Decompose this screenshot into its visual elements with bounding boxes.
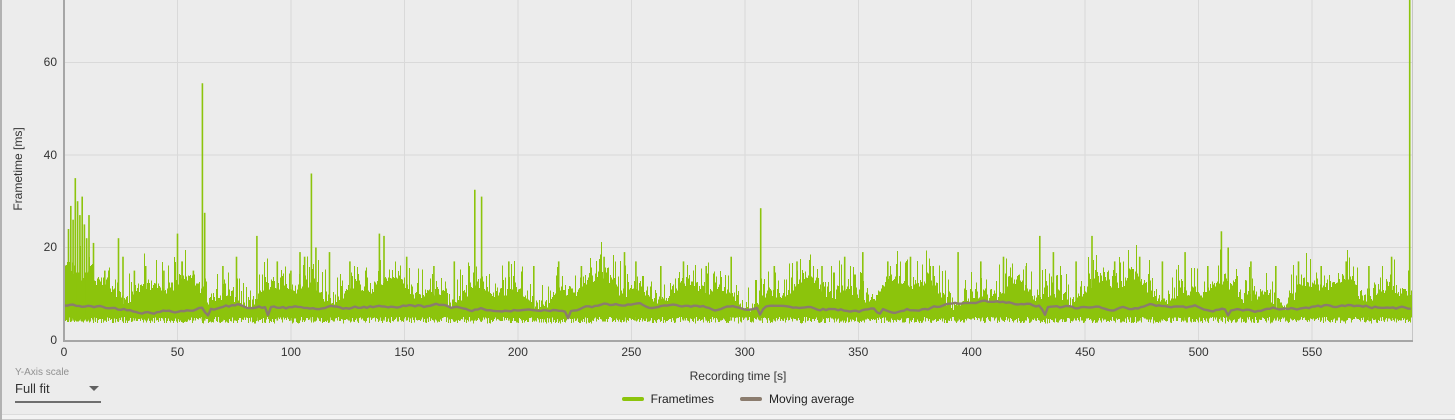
legend-item-moving-average[interactable]: Moving average bbox=[739, 392, 855, 406]
x-tick-label: 0 bbox=[60, 345, 68, 359]
y-tick-label: 60 bbox=[43, 55, 57, 70]
frametimes-legend-label: Frametimes bbox=[650, 392, 714, 406]
y-axis-title: Frametime [ms] bbox=[11, 127, 25, 211]
legend-item-frametimes[interactable]: Frametimes bbox=[621, 392, 714, 406]
chart-canvas[interactable] bbox=[64, 0, 1412, 340]
x-tick-label: 50 bbox=[170, 345, 185, 359]
x-tick-label: 450 bbox=[1075, 345, 1096, 359]
x-tick-label: 350 bbox=[848, 345, 869, 359]
moving-average-series bbox=[64, 299, 1412, 320]
y-tick-label: 40 bbox=[43, 147, 57, 162]
frametimes-spikes bbox=[67, 0, 1411, 321]
y-tick-label: 20 bbox=[43, 240, 57, 255]
y-tick-label: 0 bbox=[50, 333, 57, 347]
frametime-chart[interactable] bbox=[64, 0, 1412, 340]
bottom-splitter[interactable] bbox=[2, 414, 1455, 420]
y-axis-scale-dropdown[interactable]: Full fit bbox=[15, 381, 101, 403]
chevron-down-icon bbox=[89, 386, 99, 391]
moving-average-legend-label: Moving average bbox=[768, 392, 855, 406]
frametimes-swatch-icon bbox=[621, 397, 644, 401]
plot-right-border bbox=[1412, 0, 1413, 340]
dropdown-underline bbox=[15, 401, 101, 403]
x-tick-label: 550 bbox=[1302, 345, 1323, 359]
x-axis-title: Recording time [s] bbox=[689, 369, 787, 383]
x-tick-label: 100 bbox=[280, 345, 301, 359]
y-axis-scale-control: Y-Axis scale Full fit bbox=[15, 367, 125, 403]
moving-average-swatch-icon bbox=[739, 397, 762, 401]
x-tick-label: 400 bbox=[961, 345, 982, 359]
x-axis-line bbox=[63, 340, 1413, 342]
x-tick-label: 250 bbox=[621, 345, 642, 359]
x-tick-label: 200 bbox=[507, 345, 528, 359]
y-axis-scale-label: Y-Axis scale bbox=[15, 367, 70, 378]
y-axis-scale-value: Full fit bbox=[15, 381, 50, 396]
x-tick-label: 500 bbox=[1188, 345, 1209, 359]
chart-legend: Frametimes Moving average bbox=[64, 392, 1412, 406]
x-tick-label: 150 bbox=[394, 345, 415, 359]
y-axis-line bbox=[63, 0, 65, 341]
x-tick-label: 300 bbox=[734, 345, 755, 359]
